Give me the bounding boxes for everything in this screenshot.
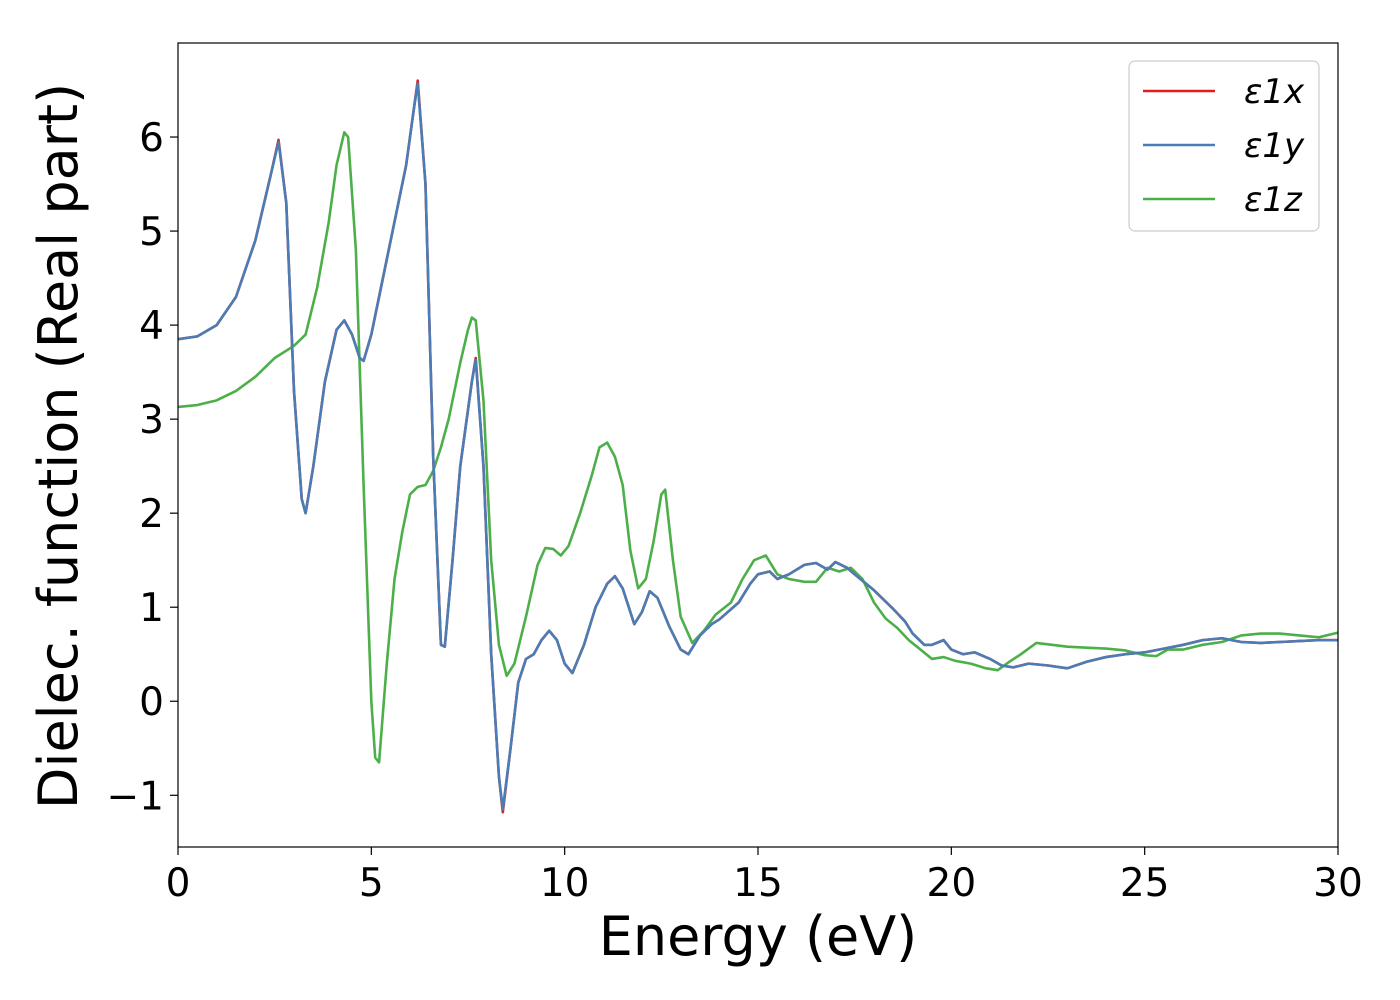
legend-label: ε1y [1244,126,1305,166]
series-line-1 [178,82,1338,811]
y-tick-label: 0 [139,680,164,725]
x-axis-title: Energy (eV) [599,905,918,968]
series-layer [178,79,1338,814]
legend-label: ε1x [1244,72,1305,112]
y-tick-label: 6 [139,116,164,161]
y-axis: −1 0 1 2 3 4 5 6 [107,116,178,819]
x-tick-label: 25 [1120,861,1170,906]
x-tick-label: 30 [1313,861,1363,906]
series-line-2 [178,131,1338,764]
x-tick-label: 15 [733,861,783,906]
y-tick-label: 4 [139,304,164,349]
y-tick-label: 5 [139,210,164,255]
x-tick-label: 5 [359,861,384,906]
x-tick-label: 10 [540,861,590,906]
x-tick-label: 0 [166,861,191,906]
y-axis-title: Dielec. function (Real part) [27,83,90,809]
legend-box [1128,60,1320,232]
legend-label: ε1z [1244,180,1303,220]
legend: ε1x ε1y ε1z [1128,60,1320,232]
x-tick-label: 20 [927,861,977,906]
y-tick-label: 2 [139,492,164,537]
y-tick-label: 3 [139,398,164,443]
y-tick-label: −1 [107,774,165,819]
x-axis: 0 5 10 15 20 25 30 [166,847,1363,906]
y-tick-label: 1 [139,586,164,631]
